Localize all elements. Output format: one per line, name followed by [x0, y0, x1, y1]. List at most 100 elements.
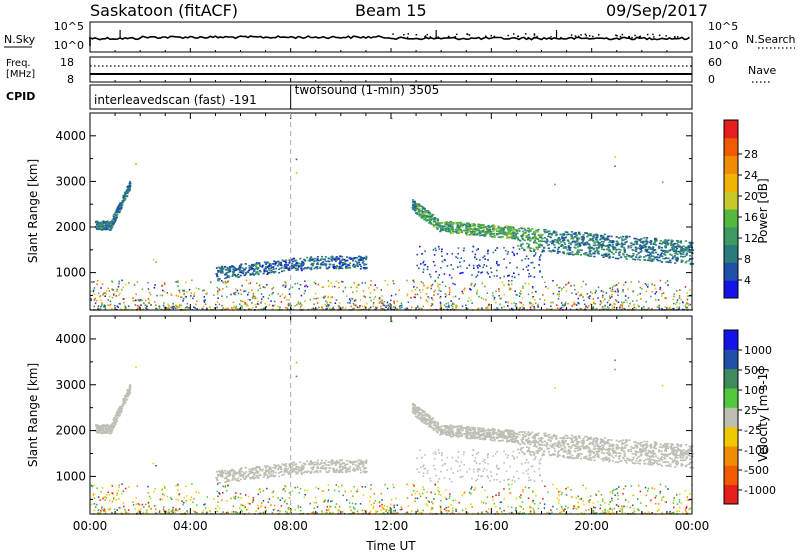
velocity-echo: [119, 413, 122, 416]
power-echo: [569, 249, 572, 251]
velocity-echo: [120, 408, 123, 411]
power-echo: [539, 270, 541, 272]
power-echo: [688, 304, 690, 307]
power-echo: [533, 234, 536, 236]
power-echo: [532, 297, 534, 299]
velocity-echo: [299, 469, 302, 472]
power-echo: [219, 271, 222, 274]
power-echo: [299, 308, 301, 311]
power-echo: [316, 302, 319, 304]
noise-search-dot: [615, 34, 617, 36]
power-echo: [525, 266, 528, 268]
power-echo: [596, 252, 599, 254]
power-echo: [327, 295, 329, 298]
power-echo: [288, 299, 290, 301]
velocity-echo: [341, 459, 344, 462]
power-echo: [621, 307, 624, 309]
velocity-echo: [126, 399, 128, 401]
power-echo: [154, 284, 156, 286]
power-echo: [651, 248, 654, 251]
power-echo: [417, 203, 421, 205]
power-echo: [587, 234, 590, 237]
power-echo: [487, 259, 489, 261]
velocity-echo: [316, 467, 319, 469]
velocity-echo: [302, 466, 305, 469]
power-echo: [231, 270, 234, 273]
power-echo: [416, 293, 419, 296]
power-echo: [513, 302, 515, 304]
velocity-echo: [601, 446, 604, 449]
power-echo: [429, 223, 432, 225]
power-echo: [418, 308, 420, 310]
noise-search-dot: [466, 33, 469, 36]
power-echo: [333, 267, 336, 269]
velocity-echo: [311, 463, 313, 465]
velocity-echo: [101, 427, 104, 430]
power-echo: [253, 268, 256, 271]
velocity-echo: [102, 424, 105, 426]
velocity-echo: [301, 464, 304, 467]
power-echo: [513, 276, 516, 279]
power-echo: [311, 308, 313, 310]
power-echo: [440, 227, 443, 230]
power-marks: [90, 117, 695, 311]
power-echo: [682, 255, 685, 258]
power-echo: [617, 257, 620, 260]
power-echo: [91, 281, 94, 284]
power-echo: [355, 257, 358, 259]
power-echo: [638, 239, 641, 242]
velocity-echo: [654, 452, 657, 455]
power-echo: [422, 213, 425, 216]
power-echo: [650, 240, 653, 242]
power-echo: [312, 262, 315, 265]
power-echo: [177, 295, 180, 298]
velocity-echo: [277, 464, 280, 466]
velocity-echo: [651, 451, 654, 453]
power-echo: [411, 201, 415, 203]
power-echo: [202, 305, 205, 308]
power-echo: [509, 225, 512, 228]
velocity-echo: [111, 429, 114, 432]
power-echo: [538, 256, 541, 258]
power-echo: [216, 301, 219, 303]
velocity-echo: [105, 428, 108, 431]
power-echo: [424, 211, 427, 213]
power-echo: [477, 229, 481, 232]
power-echo: [333, 259, 336, 261]
power-echo: [640, 298, 642, 300]
power-echo: [434, 221, 437, 223]
power-echo: [254, 273, 257, 275]
velocity-echo: [533, 441, 536, 444]
power-echo: [178, 306, 180, 308]
power-echo: [625, 240, 628, 243]
power-echo: [108, 295, 111, 298]
power-echo: [424, 250, 426, 252]
velocity-echo: [118, 408, 121, 411]
power-echo: [233, 292, 235, 294]
power-echo: [575, 293, 577, 295]
power-echo: [434, 280, 436, 283]
velocity-echo: [309, 462, 312, 465]
power-echo: [386, 308, 389, 310]
power-echo: [304, 300, 306, 302]
velocity-echo: [544, 432, 547, 435]
power-echo: [359, 308, 361, 311]
y-tick-label: 4000: [55, 129, 86, 143]
velocity-echo: [258, 466, 261, 468]
velocity-echo: [235, 479, 238, 482]
power-echo: [253, 269, 256, 271]
power-echo: [221, 280, 223, 282]
power-echo: [492, 233, 495, 236]
velocity-echo: [284, 467, 286, 470]
power-echo: [594, 308, 597, 311]
power-echo: [589, 295, 591, 297]
power-echo: [356, 264, 359, 267]
power-echo: [181, 296, 183, 298]
power-echo: [573, 246, 576, 249]
power-echo: [417, 208, 420, 210]
power-echo: [499, 232, 502, 235]
power-echo: [443, 259, 446, 261]
velocity-echo: [300, 468, 303, 470]
power-echo: [233, 307, 235, 309]
